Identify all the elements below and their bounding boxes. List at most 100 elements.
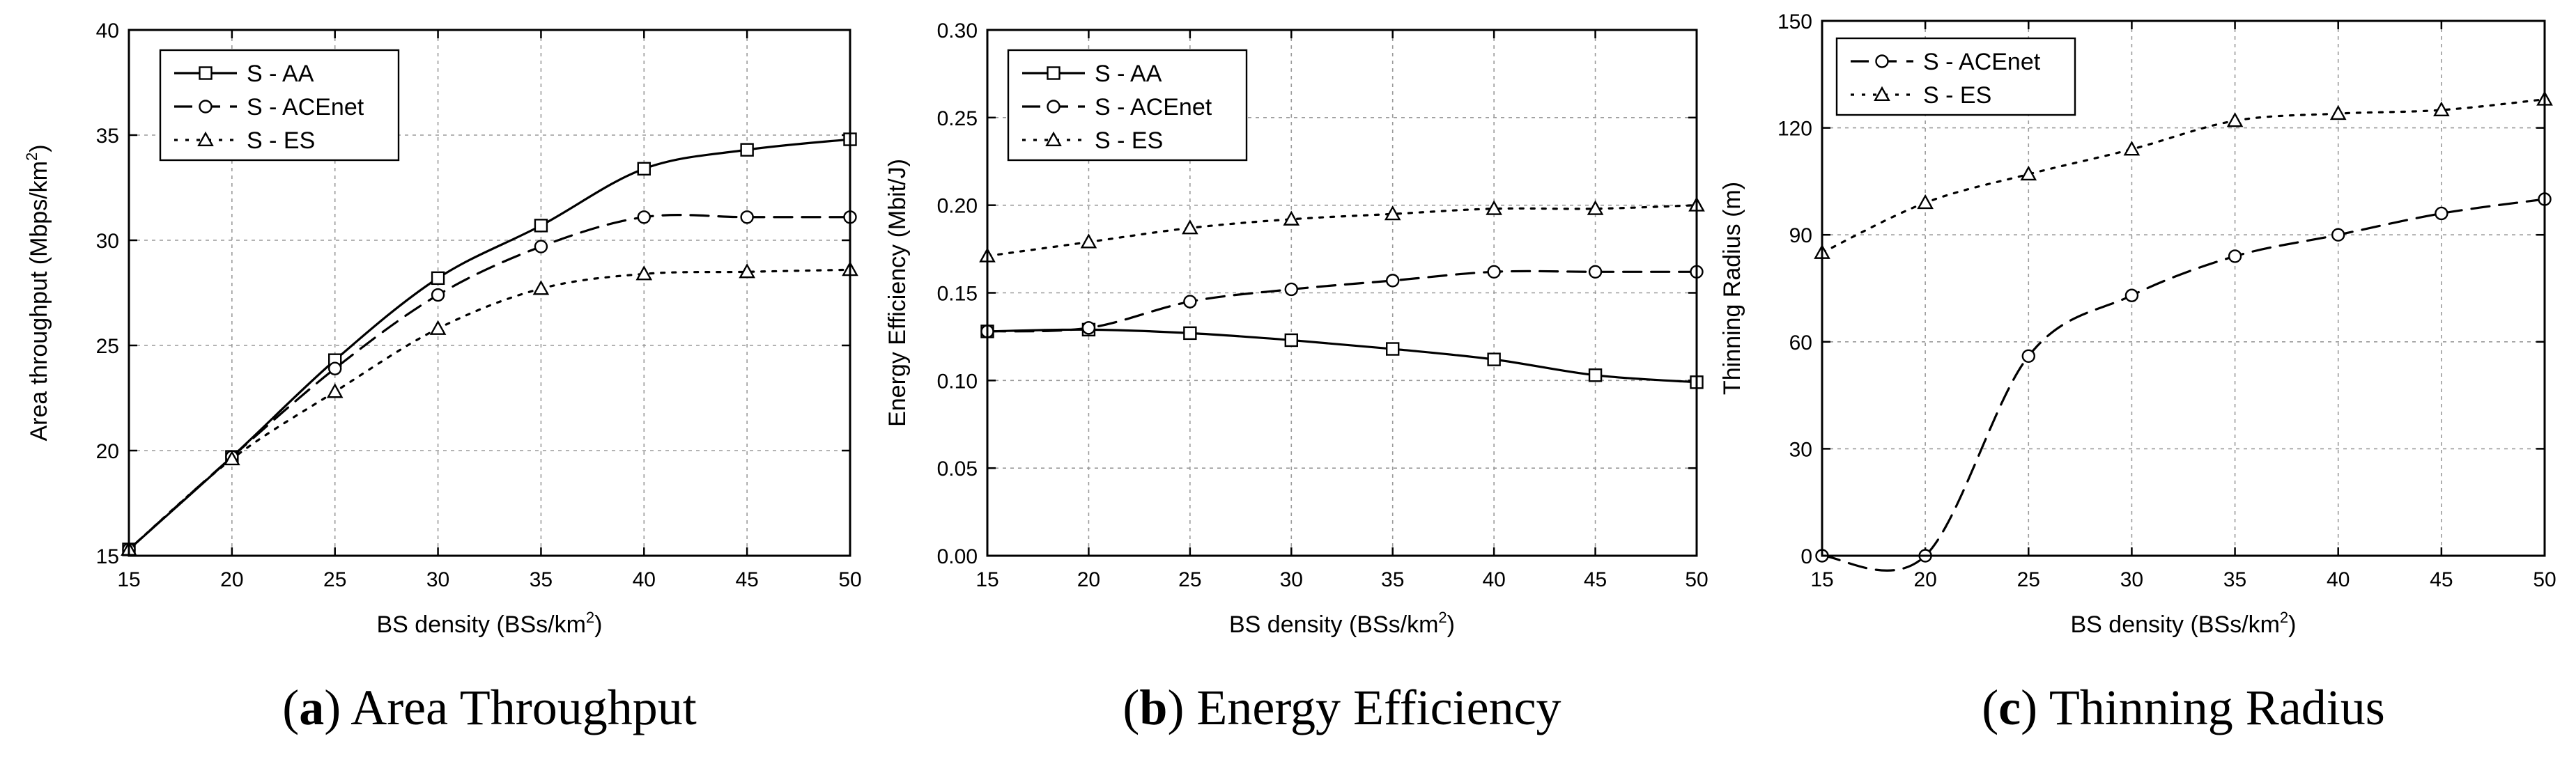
x-axis-title-text: BS density (BSs/km (2071, 611, 2280, 638)
legend: S - AA S - ACEnet S - ES (1007, 49, 1248, 162)
series-line (1821, 198, 2546, 572)
caption-close-paren: ) Thinning Radius (2021, 680, 2385, 735)
data-point (1386, 274, 1400, 288)
data-point (2124, 288, 2139, 302)
y-axis-title-text: Thinning Radius (m) (1719, 182, 1745, 395)
x-tick-label: 40 (633, 568, 656, 591)
chart-1: 15 20 25 30 35 40 45 50 0.00 0.05 0.10 0.15 0.20 0.25… (884, 19, 1709, 735)
x-tick-label: 20 (220, 568, 243, 591)
legend-marker (1045, 131, 1062, 147)
y-tick-label: 0.20 (937, 195, 978, 218)
y-tick-label: 30 (1789, 438, 1812, 461)
x-tick-label: 15 (975, 568, 998, 591)
caption-open-paren: ( (1123, 680, 1139, 735)
chart-0: 15 20 25 30 35 40 45 50 15 20 25 30 35 40 S - AA S - AC… (23, 19, 862, 735)
y-tick-label: 0.25 (937, 107, 978, 130)
caption-letter: c (1998, 680, 2021, 735)
series-line (1821, 98, 2546, 254)
legend-marker (197, 131, 214, 147)
y-tick-label: 0.05 (937, 458, 978, 481)
series-line (986, 204, 1698, 258)
y-tick-label: 40 (96, 19, 119, 42)
data-point (1080, 233, 1097, 249)
x-tick-label: 20 (1913, 568, 1936, 591)
data-point (740, 143, 754, 157)
x-tick-label: 25 (323, 568, 346, 591)
data-point (532, 280, 550, 295)
series-ses (979, 196, 1705, 263)
data-point (635, 265, 653, 281)
x-tick-label: 30 (2120, 568, 2143, 591)
x-tick-label: 30 (1280, 568, 1303, 591)
y-tick-label: 20 (96, 440, 119, 463)
data-point (1384, 205, 1401, 221)
y-tick-label: 150 (1777, 10, 1812, 33)
y-tick-label: 0.30 (937, 19, 978, 42)
data-point (2020, 165, 2037, 181)
caption-close-paren: ) Energy Efficiency (1167, 680, 1561, 735)
data-point (740, 210, 754, 224)
legend-marker (1874, 86, 1890, 102)
y-axis-title-text: Area throughput (Mbps/km (26, 161, 52, 442)
data-point (326, 383, 344, 398)
legend-label: S - ES (1095, 127, 1163, 154)
x-tick-label: 45 (735, 568, 758, 591)
data-point (2331, 228, 2345, 242)
data-point (2435, 206, 2448, 221)
data-point (1284, 282, 1298, 297)
legend-marker (1047, 100, 1061, 114)
y-axis-title: Energy Efficiency (Mbit/J) (884, 159, 911, 427)
x-tick-label: 35 (1381, 568, 1404, 591)
data-point (2228, 249, 2242, 263)
y-tick-label: 120 (1777, 118, 1812, 141)
x-tick-label: 35 (530, 568, 553, 591)
x-axis-title-tail: ) (594, 611, 602, 638)
plot-frame (128, 29, 851, 557)
x-tick-label: 25 (2017, 568, 2040, 591)
y-tick-label: 25 (96, 335, 119, 358)
x-tick-label: 40 (2327, 568, 2350, 591)
x-axis-title-tail: ) (1447, 611, 1455, 638)
data-point (429, 320, 447, 335)
data-point (2123, 141, 2141, 156)
x-tick-label: 45 (1584, 568, 1607, 591)
data-point (1587, 200, 1604, 215)
data-point (1081, 321, 1096, 335)
legend-label: S - AA (1095, 61, 1162, 87)
series-line (986, 270, 1698, 333)
x-axis-title: BS density (BSs/km2) (377, 609, 603, 638)
caption-letter: b (1139, 680, 1167, 735)
data-point (1588, 368, 1603, 382)
legend-box (1835, 37, 2076, 116)
y-tick-label: 30 (96, 230, 119, 253)
y-tick-label: 60 (1789, 331, 1812, 354)
x-axis-title: BS density (BSs/km2) (1229, 609, 1455, 638)
x-axis-title: BS density (BSs/km2) (2071, 609, 2297, 638)
y-axis-title-superscript: 2 (23, 153, 40, 161)
plot-frame (986, 29, 1698, 557)
y-axis-title: Thinning Radius (m) (1719, 182, 1745, 395)
y-tick-label: 0.00 (937, 545, 978, 568)
legend-label: S - ACEnet (247, 94, 364, 120)
data-point (2433, 101, 2450, 117)
x-tick-label: 25 (1178, 568, 1201, 591)
legend: S - ACEnet S - ES (1835, 37, 2076, 116)
data-point (1487, 352, 1501, 366)
x-axis-title-superscript: 2 (1438, 609, 1447, 626)
y-axis-title-tail: ) (26, 144, 52, 152)
data-point (2329, 104, 2347, 120)
legend-label: S - AA (247, 61, 314, 87)
panel-caption: (a) Area Throughput (282, 680, 697, 735)
x-axis-title-tail: ) (2288, 611, 2296, 638)
x-axis-title-text: BS density (BSs/km (377, 611, 586, 638)
caption-letter: a (299, 680, 324, 735)
y-tick-label: 35 (96, 125, 119, 148)
data-point (1917, 194, 1934, 210)
y-tick-label: 15 (96, 545, 119, 568)
x-tick-label: 50 (838, 568, 861, 591)
x-tick-label: 15 (117, 568, 140, 591)
legend-label: S - ACEnet (1095, 94, 1212, 120)
data-point (739, 263, 755, 279)
data-point (534, 219, 548, 233)
